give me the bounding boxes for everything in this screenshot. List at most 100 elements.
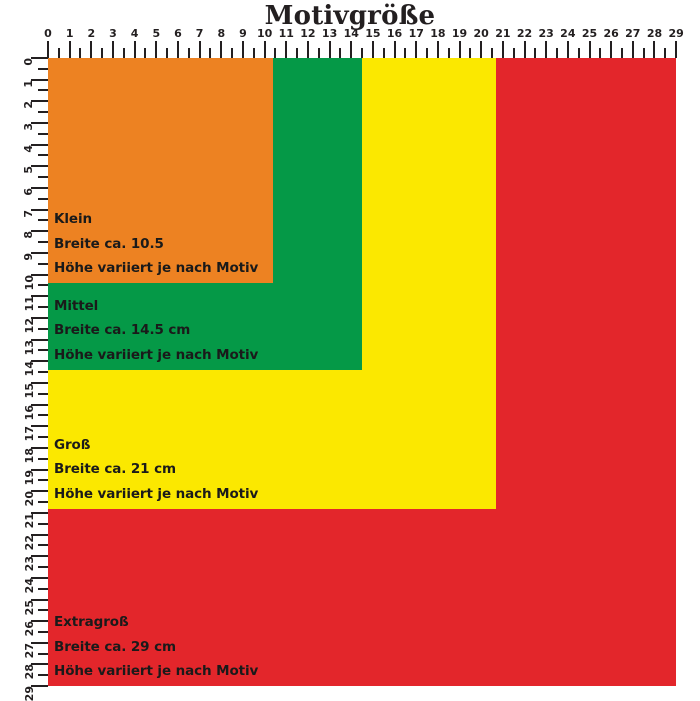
ruler-tick-major [31, 620, 48, 623]
ruler-tick-major [31, 641, 48, 644]
ruler-label: 17 [408, 27, 424, 40]
ruler-label: 13 [22, 339, 36, 355]
ruler-tick-major [285, 41, 288, 58]
ruler-tick-major [31, 295, 48, 298]
ruler-label: 8 [217, 27, 226, 40]
ruler-tick-minor [38, 566, 48, 568]
size-width-klein: Breite ca. 10.5 [54, 235, 164, 252]
ruler-tick-minor [296, 48, 299, 58]
ruler-tick-minor [274, 48, 277, 58]
ruler-tick-minor [38, 89, 48, 92]
ruler-tick-minor [599, 48, 602, 58]
size-width-extragross: Breite ca. 29 cm [54, 638, 176, 655]
ruler-tick-major [241, 41, 244, 58]
ruler-label: 7 [22, 209, 36, 218]
ruler-tick-major [31, 251, 48, 254]
ruler-tick-minor [38, 587, 48, 590]
ruler-label: 4 [22, 144, 36, 153]
ruler-tick-major [393, 41, 396, 58]
ruler-tick-major [198, 41, 201, 58]
ruler-tick-minor [382, 48, 385, 58]
ruler-label: 29 [668, 27, 684, 40]
size-name-klein: Klein [54, 211, 92, 228]
ruler-tick-major [480, 41, 483, 58]
ruler-label: 6 [22, 187, 36, 196]
ruler-tick-minor [38, 327, 48, 330]
size-block-klein[interactable] [48, 58, 274, 284]
size-height-gross: Höhe variiert je nach Motiv [54, 485, 259, 502]
size-width-gross: Breite ca. 21 cm [54, 461, 176, 478]
ruler-tick-minor [339, 48, 342, 58]
ruler-label: 19 [451, 27, 468, 40]
ruler-label: 16 [386, 27, 403, 40]
ruler-tick-major [47, 41, 49, 58]
ruler-tick-major [31, 338, 48, 341]
ruler-label: 9 [239, 27, 247, 40]
ruler-tick-minor [38, 132, 48, 135]
ruler-label: 28 [22, 664, 36, 680]
ruler-label: 0 [44, 27, 52, 40]
ruler-label: 4 [130, 27, 139, 40]
ruler-label: 7 [195, 27, 204, 40]
ruler-tick-minor [122, 48, 125, 58]
ruler-tick-major [155, 41, 158, 58]
ruler-label: 13 [321, 27, 338, 40]
ruler-tick-major [306, 41, 309, 58]
ruler-tick-minor [79, 48, 82, 58]
ruler-label: 26 [22, 621, 36, 637]
horizontal-ruler: 0 1 2 3 4 5 6 7 8 9 10 11 12 13 14 15 16 17 18 19 20 21 22 23 24… [44, 27, 684, 58]
ruler-tick-minor [664, 48, 667, 58]
ruler-label: 24 [22, 577, 36, 594]
size-height-klein: Höhe variiert je nach Motiv [54, 260, 259, 277]
ruler-label: 1 [65, 27, 74, 40]
ruler-tick-major [458, 41, 461, 58]
ruler-label: 0 [22, 58, 36, 66]
ruler-tick-major [263, 41, 266, 58]
ruler-tick-major [31, 143, 48, 146]
ruler-label: 27 [625, 27, 641, 40]
ruler-tick-minor [252, 48, 255, 58]
size-label-group-gross: Groß Breite ca. 21 cm Höhe variiert je nac… [54, 433, 258, 507]
ruler-tick-minor [426, 48, 429, 58]
ruler-tick-major [31, 685, 48, 688]
ruler-tick-major [501, 41, 504, 58]
ruler-tick-minor [556, 48, 558, 58]
ruler-tick-minor [491, 48, 494, 58]
ruler-tick-minor [38, 544, 48, 547]
ruler-tick-major [653, 41, 656, 58]
ruler-tick-major [436, 41, 439, 58]
ruler-tick-minor [38, 674, 48, 677]
ruler-tick-major [545, 41, 548, 58]
ruler-label: 29 [22, 686, 36, 701]
ruler-tick-minor [447, 48, 450, 58]
ruler-tick-major [610, 41, 613, 58]
ruler-tick-major [415, 41, 418, 58]
ruler-tick-major [675, 41, 678, 58]
ruler-tick-major [68, 41, 71, 58]
page-title: Motivgröße [264, 1, 436, 31]
size-name-mittel: Mittel [54, 297, 99, 314]
size-name-extragross: Extragroß [54, 614, 129, 631]
ruler-label: 25 [22, 599, 36, 615]
ruler-tick-minor [38, 457, 48, 460]
ruler-tick-minor [38, 371, 48, 374]
ruler-tick-minor [38, 501, 48, 504]
size-name-gross: Groß [54, 436, 91, 453]
ruler-tick-minor [38, 436, 48, 439]
size-height-extragross: Höhe variiert je nach Motiv [54, 663, 259, 680]
ruler-label: 9 [22, 252, 36, 261]
size-label-group-mittel: Mittel Breite ca. 14.5 cm Höhe variiert je… [54, 294, 258, 368]
ruler-tick-minor [512, 48, 515, 58]
ruler-tick-major [566, 41, 569, 58]
ruler-tick-minor [404, 48, 407, 58]
ruler-label: 21 [22, 512, 36, 529]
ruler-tick-minor [38, 392, 48, 395]
ruler-tick-minor [38, 414, 48, 417]
ruler-label: 12 [300, 27, 316, 40]
ruler-tick-major [31, 468, 48, 471]
ruler-tick-minor [209, 48, 212, 58]
ruler-tick-major [31, 576, 48, 579]
ruler-tick-major [31, 100, 48, 103]
ruler-label: 17 [22, 426, 36, 442]
ruler-tick-major [111, 41, 114, 58]
